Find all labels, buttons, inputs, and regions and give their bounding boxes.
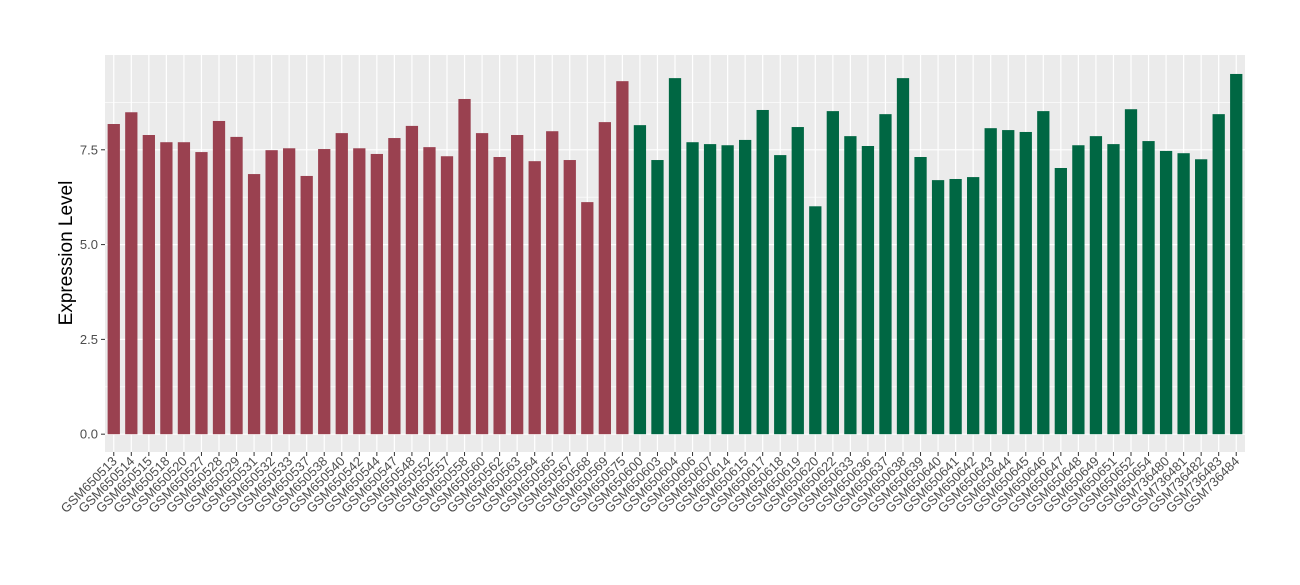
bar (265, 150, 278, 435)
bar (1107, 144, 1120, 435)
bar (826, 111, 839, 435)
bar (668, 78, 682, 435)
y-axis: 0.0 2.5 5.0 7.5 (80, 142, 105, 442)
bar (107, 124, 120, 435)
bar (1195, 159, 1208, 435)
bar (686, 142, 699, 435)
bar (405, 125, 419, 435)
bar (1159, 150, 1173, 435)
bar (651, 160, 664, 435)
bar (774, 155, 787, 435)
bar (493, 156, 506, 435)
bar (1089, 136, 1103, 435)
bar (563, 160, 576, 435)
bar (335, 133, 348, 435)
bar (230, 136, 243, 435)
bar (1002, 130, 1015, 435)
y-axis-title: Expression Level (56, 181, 77, 326)
bar (844, 136, 857, 435)
x-axis: GSM650513GSM650514GSM650515GSM650518GSM6… (58, 452, 1242, 516)
bar (739, 139, 752, 435)
bar (721, 145, 734, 435)
y-tick-label: 2.5 (80, 332, 98, 347)
bar (388, 138, 401, 435)
bar (353, 148, 366, 435)
bar (616, 81, 629, 435)
y-tick-label: 0.0 (80, 427, 98, 442)
bars (107, 73, 1243, 435)
bar (1142, 141, 1155, 435)
bar (703, 144, 717, 435)
bar (1072, 145, 1085, 435)
bar (1230, 73, 1243, 435)
bar (195, 152, 208, 435)
y-tick-label: 7.5 (80, 142, 98, 157)
bar (212, 120, 226, 435)
bar (125, 112, 138, 435)
bar (318, 149, 331, 435)
bar (528, 161, 541, 435)
bar (247, 174, 261, 435)
bar (1212, 114, 1225, 435)
bar (1019, 131, 1032, 435)
bar (370, 153, 383, 435)
bar (791, 127, 804, 435)
bar (475, 133, 489, 435)
bar (1054, 167, 1067, 435)
bar (440, 156, 454, 435)
bar (879, 114, 892, 435)
bar (581, 202, 594, 435)
bar (931, 180, 945, 435)
bar (861, 146, 875, 435)
bar (967, 177, 980, 435)
bar (142, 135, 155, 435)
bar (300, 175, 313, 435)
bar (1177, 153, 1190, 435)
bar (949, 178, 962, 435)
bar (896, 78, 910, 435)
bar (458, 98, 471, 435)
bar (1037, 111, 1050, 435)
bar (177, 142, 191, 435)
bar (160, 142, 173, 435)
bar (756, 109, 769, 435)
bar (598, 122, 611, 435)
bar (283, 148, 296, 435)
bar (1124, 109, 1138, 435)
bar (809, 206, 822, 435)
bar (984, 128, 997, 435)
bar (423, 147, 436, 435)
bar (633, 125, 647, 435)
bar (546, 131, 559, 435)
bar (914, 156, 927, 435)
y-tick-label: 5.0 (80, 237, 98, 252)
bar (511, 135, 524, 435)
